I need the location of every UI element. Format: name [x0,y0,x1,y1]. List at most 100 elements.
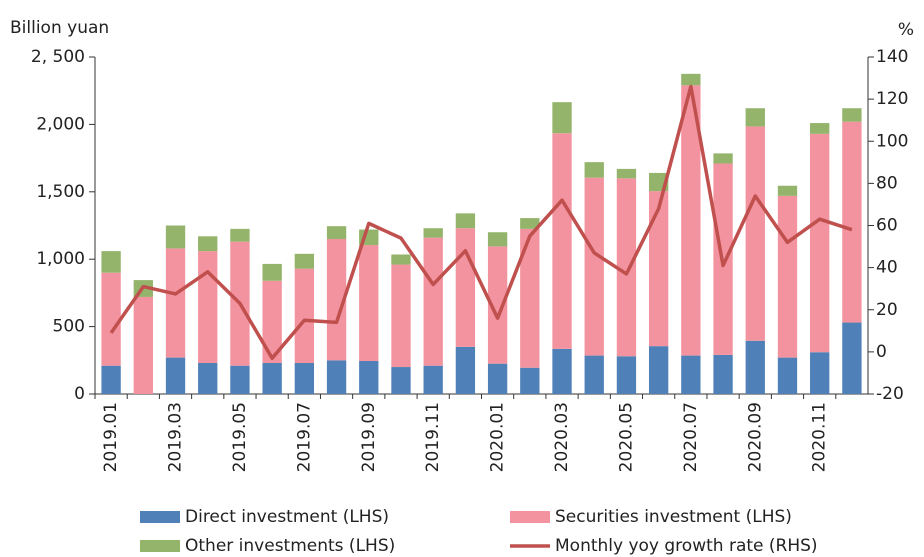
y2-tick-label: 40 [876,258,898,278]
x-tick-label: 2020.03 [552,402,572,472]
x-tick-label: 2019.07 [294,402,314,472]
y2-axis-title: % [898,20,914,40]
bar-segment [133,296,153,394]
bar-segment [552,133,572,349]
y2-tick-label: 120 [876,89,908,109]
bar-segment [681,355,701,394]
bar-segment [391,254,411,265]
x-tick-label: 2019.01 [101,402,121,472]
y-tick-label: 1,000 [36,249,85,269]
x-tick-label: 2019.05 [230,402,250,472]
line [109,84,853,360]
y2-tick-label: 60 [876,216,898,236]
bar-segment [616,168,637,179]
bar-segment [810,123,830,134]
bar-segment [423,237,443,366]
bar-segment [487,246,508,364]
bar-segment [423,228,443,238]
bar-segment [294,362,315,394]
bar-segment [713,153,733,164]
bar-segment [681,85,701,356]
bar-segment [198,236,218,252]
bar-segment [520,218,540,229]
bar-segment [326,360,347,394]
y-tick-label: 2, 500 [31,47,85,67]
y-tick-label: 0 [74,384,85,404]
bar-segment [584,162,604,178]
bar-segment [262,263,282,281]
bar-segment [584,355,604,394]
x-tick-label: 2019.03 [166,402,186,472]
legend-swatch [140,511,180,523]
bar-segment [487,363,508,394]
bar-segment [359,245,379,361]
bar-segment [101,251,121,273]
y2-tick-label: 80 [876,173,898,193]
bar-segment [487,232,508,247]
bar-segment [455,213,476,229]
bar-segment [842,108,862,122]
bar-segment [230,228,250,242]
y2-tick-label: 100 [876,131,908,151]
bar-segment [520,228,540,368]
bar-segment [198,251,218,363]
legend-label: Direct investment (LHS) [185,507,389,527]
bar-segment [810,133,830,353]
bar-segment [777,195,798,358]
bar-segment [616,178,637,357]
bar-segment [713,354,733,394]
bar-segment [552,348,572,394]
bar-segment [455,228,476,347]
bar-segment [745,126,765,341]
bar-segment [777,357,798,394]
y-tick-label: 2,000 [36,114,85,134]
legend-label: Monthly yoy growth rate (RHS) [555,536,818,556]
x-tick-label: 2020.05 [616,402,636,472]
bar-segment [262,280,282,363]
bar-segment [584,177,604,356]
y2-tick-label: 140 [876,47,908,67]
legend-label: Other investments (LHS) [185,536,395,556]
bar-segment [230,365,250,394]
y-tick-label: 500 [53,317,85,337]
bar-segment [745,108,765,127]
bar-segment [423,365,443,394]
bar-segment [391,264,411,368]
x-tick-label: 2020.01 [488,402,508,472]
y2-tick-label: 0 [876,342,887,362]
x-tick-label: 2019.11 [423,402,443,472]
bar-segment [165,248,186,358]
bar-segment [455,346,476,394]
bar-segment [520,367,540,394]
x-tick-label: 2020.11 [810,402,830,472]
bar-segment [842,121,862,323]
y2-tick-label: -20 [876,384,904,404]
bar-segment [777,185,798,196]
bar-segment [101,365,121,394]
x-tick-label: 2020.07 [681,402,701,472]
bar-segment [552,102,572,134]
y-tick-label: 1,500 [36,182,85,202]
bar-segment [810,352,830,394]
bar-segment [745,340,765,394]
bar-segment [326,226,347,239]
bar-segment [262,362,282,394]
y2-tick-label: 20 [876,300,898,320]
bar-segment [165,357,186,394]
bar-segment [681,73,701,86]
x-tick-label: 2019.09 [359,402,379,472]
bar-segment [616,356,637,394]
bar-segment [165,225,186,249]
bar-segment [359,360,379,394]
bar-segment [648,346,669,394]
bar-segment [391,367,411,394]
legend-label: Securities investment (LHS) [555,507,792,527]
bar-segment [294,253,315,269]
bar-segment [198,362,218,394]
legend-swatch [510,511,550,523]
bar-segment [101,272,121,366]
y-axis-title: Billion yuan [10,18,109,38]
bar-segment [294,268,315,363]
x-tick-label: 2020.09 [745,402,765,472]
